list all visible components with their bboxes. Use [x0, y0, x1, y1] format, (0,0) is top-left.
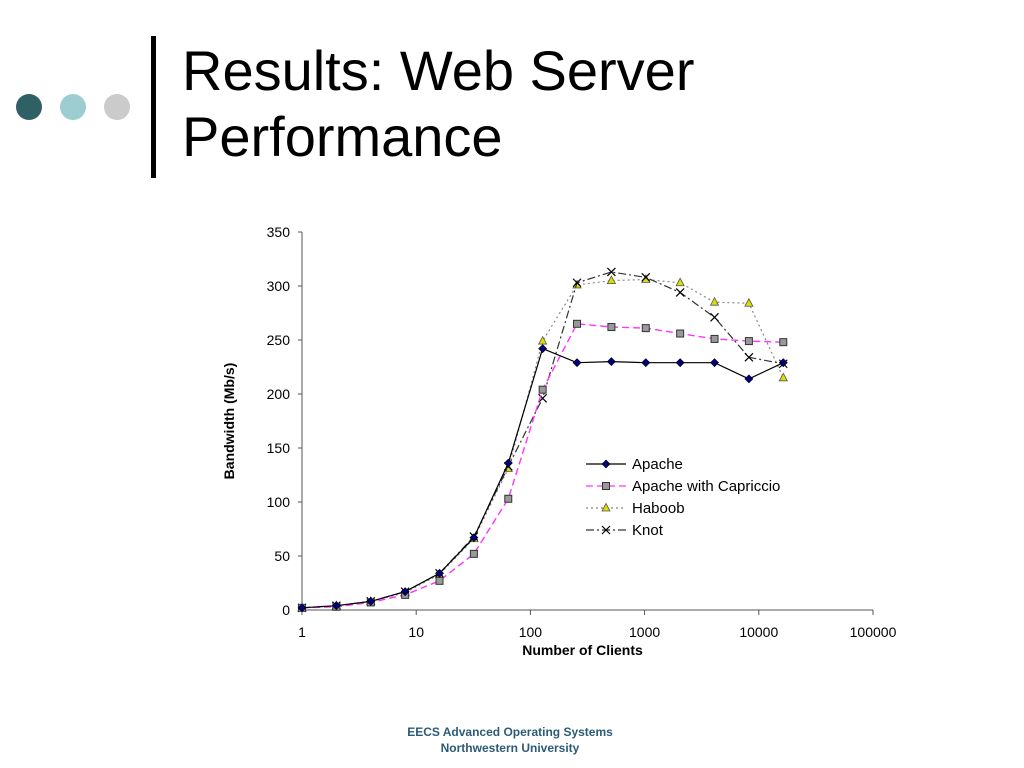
data-point [572, 278, 582, 288]
slide-title-line-1: Results: Web Server [182, 39, 695, 102]
data-point [572, 358, 582, 368]
data-point [601, 525, 611, 535]
y-tick-label: 300 [267, 278, 291, 294]
data-point [435, 568, 444, 578]
y-tick-label: 200 [267, 386, 291, 402]
y-axis-label: Bandwidth (Mb/s) [221, 363, 237, 480]
data-point [297, 603, 307, 613]
data-point [675, 277, 685, 287]
footer: EECS Advanced Operating Systems Northwes… [360, 724, 660, 756]
data-point [641, 358, 651, 368]
x-tick-label: 100 [519, 624, 543, 640]
data-point [641, 274, 651, 283]
data-point [709, 296, 720, 306]
data-point [710, 312, 719, 322]
data-point [744, 337, 753, 346]
data-point [469, 549, 478, 558]
data-point [744, 297, 754, 307]
data-point [366, 596, 376, 606]
data-point [641, 272, 651, 282]
x-tick-label: 10 [408, 624, 424, 640]
y-tick-label: 350 [267, 224, 291, 240]
y-tick-label: 150 [267, 440, 291, 456]
data-point [538, 385, 547, 394]
data-point [435, 576, 444, 585]
data-point [606, 357, 616, 367]
y-tick-label: 250 [267, 332, 291, 348]
data-point [778, 358, 788, 368]
y-tick-label: 100 [267, 494, 291, 510]
data-point [601, 502, 611, 512]
data-point [538, 344, 548, 354]
data-point [606, 275, 617, 284]
data-point [710, 358, 719, 368]
data-point [400, 587, 410, 597]
dot-teal [60, 94, 86, 120]
legend-label: Apache with Capriccio [632, 478, 780, 495]
data-point [504, 494, 513, 503]
series-line-haboob [301, 278, 784, 609]
dot-gray [104, 94, 130, 120]
bandwidth-chart: 0 50 100 150 200 250 300 350 1 10 100 1000 10000 1000… [221, 224, 897, 658]
data-point [779, 338, 788, 347]
x-tick-label: 1 [298, 624, 306, 640]
data-point [538, 393, 548, 403]
data-point [641, 324, 650, 333]
x-tick-label: 10000 [739, 624, 778, 640]
legend-label: Haboob [632, 500, 685, 517]
footer-university: Northwestern University [440, 741, 580, 755]
series-line-knot [301, 271, 784, 609]
slide-title: Results: Web Server Performance [182, 38, 694, 170]
legend-label: Knot [632, 522, 664, 539]
data-point [573, 319, 582, 328]
data-point [778, 372, 788, 382]
y-tick-label: 0 [282, 602, 290, 618]
dot-dark [16, 94, 42, 120]
data-point [675, 288, 685, 297]
data-point [602, 482, 610, 490]
decorative-dots [16, 94, 136, 122]
x-tick-label: 1000 [629, 624, 660, 640]
data-point [503, 458, 513, 468]
data-point [537, 335, 548, 345]
data-point [601, 459, 611, 469]
data-point [606, 267, 616, 277]
data-point [744, 374, 754, 384]
legend-label: Apache [632, 456, 683, 473]
data-point [607, 323, 616, 332]
data-point [676, 329, 685, 338]
slide-title-line-2: Performance [182, 105, 503, 168]
data-point [331, 601, 341, 611]
data-point [710, 334, 719, 343]
footer-course: EECS Advanced Operating Systems [407, 725, 613, 739]
data-point [469, 533, 479, 543]
data-point [675, 358, 685, 368]
series-line-apache-with-capriccio [301, 323, 784, 609]
y-tick-label: 50 [274, 548, 290, 564]
title-divider [151, 36, 156, 178]
data-point [744, 352, 754, 362]
x-tick-label: 100000 [850, 624, 897, 640]
x-axis-label: Number of Clients [522, 642, 643, 658]
